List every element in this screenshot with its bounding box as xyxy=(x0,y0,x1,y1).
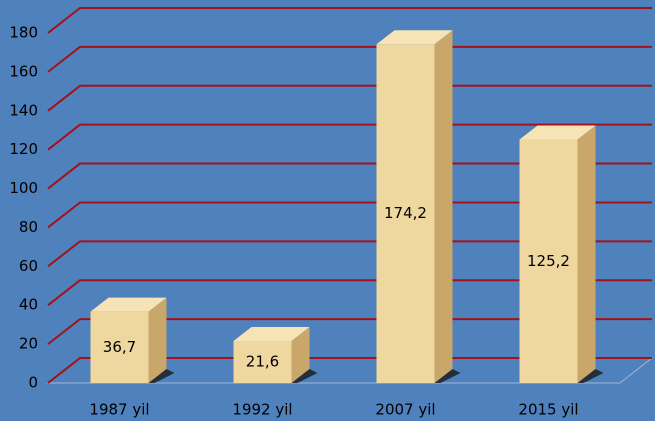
value-label: 174,2 xyxy=(384,204,427,222)
y-tick-label: 20 xyxy=(19,335,38,353)
value-label: 36,7 xyxy=(103,338,136,356)
x-tick-label: 1992 yil xyxy=(232,401,292,419)
grid-line xyxy=(47,7,652,34)
y-tick-label: 100 xyxy=(9,179,38,197)
bar-top xyxy=(376,30,453,45)
bar-side xyxy=(434,30,453,384)
bar xyxy=(519,125,604,384)
x-tick-label: 1987 yil xyxy=(89,401,149,419)
y-tick-label: 0 xyxy=(28,374,38,392)
y-tick-label: 120 xyxy=(9,140,38,158)
bar-top xyxy=(233,327,310,341)
grid-line xyxy=(47,318,652,345)
bar xyxy=(376,30,461,384)
grid-line xyxy=(47,123,652,151)
bar-front xyxy=(519,139,578,383)
grid-line xyxy=(47,279,652,307)
bar xyxy=(90,297,175,383)
y-tick-label: 160 xyxy=(9,62,38,80)
y-tick-label: 140 xyxy=(9,101,38,119)
grid-line xyxy=(47,357,652,384)
bar-front xyxy=(90,311,149,383)
bar-top xyxy=(90,297,167,312)
bar-front xyxy=(376,44,435,384)
bar-side xyxy=(148,297,167,383)
grid-line xyxy=(47,162,652,190)
y-tick-label: 60 xyxy=(19,257,38,275)
bar-front xyxy=(233,341,292,383)
grid-line xyxy=(47,84,652,112)
y-tick-label: 40 xyxy=(19,296,38,314)
x-tick-label: 2007 yil xyxy=(375,401,435,419)
bar-top xyxy=(519,125,596,140)
grid-line xyxy=(47,240,652,268)
grid-line xyxy=(47,45,652,73)
grid-line xyxy=(47,201,652,229)
y-tick-label: 180 xyxy=(9,24,38,42)
y-tick-label: 80 xyxy=(19,218,38,236)
value-label: 125,2 xyxy=(527,252,570,270)
x-tick-label: 2015 yil xyxy=(518,401,578,419)
bar-side xyxy=(291,327,310,383)
bar xyxy=(233,327,318,383)
value-label: 21,6 xyxy=(246,353,279,371)
bar-side xyxy=(577,125,596,384)
